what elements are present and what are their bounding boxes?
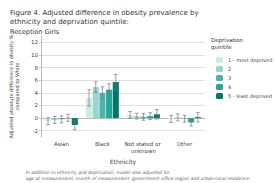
svg-text:age at measurement, month of m: age at measurement, month of measurement… <box>26 176 250 181</box>
svg-text:Black: Black <box>95 141 111 147</box>
svg-text:4: 4 <box>228 84 231 90</box>
svg-text:Reception Girls: Reception Girls <box>10 28 60 36</box>
svg-text:Asian: Asian <box>54 141 70 147</box>
svg-text:Ethnicity: Ethnicity <box>110 158 137 166</box>
svg-text:5 - least deprived: 5 - least deprived <box>228 93 272 100</box>
svg-text:10: 10 <box>31 52 38 58</box>
svg-text:1 - most deprived: 1 - most deprived <box>228 57 272 64</box>
svg-text:0: 0 <box>34 115 38 121</box>
svg-text:Deprivation: Deprivation <box>211 37 244 44</box>
svg-text:quintile: quintile <box>211 44 232 51</box>
svg-text:unknown: unknown <box>131 148 157 154</box>
svg-text:8: 8 <box>34 65 38 71</box>
svg-text:Adjusted absolute difference i: Adjusted absolute difference in obesity … <box>8 34 14 139</box>
svg-text:2: 2 <box>34 102 38 108</box>
svg-text:Figure 4. Adjusted difference: Figure 4. Adjusted difference in obesity… <box>10 9 201 17</box>
svg-text:4: 4 <box>34 90 38 96</box>
svg-text:In addition to ethnicity and d: In addition to ethnicity and deprivation… <box>26 170 171 175</box>
svg-text:2: 2 <box>228 66 231 72</box>
svg-text:-2: -2 <box>32 128 37 134</box>
svg-text:ethnicity and deprivation quin: ethnicity and deprivation quintile: <box>10 18 129 26</box>
svg-text:Other: Other <box>177 141 193 147</box>
svg-text:compared to White: compared to White <box>14 63 21 111</box>
svg-text:Not stated or: Not stated or <box>124 141 162 147</box>
svg-text:12: 12 <box>31 39 38 45</box>
svg-text:3: 3 <box>228 75 231 81</box>
svg-text:6: 6 <box>34 77 38 83</box>
